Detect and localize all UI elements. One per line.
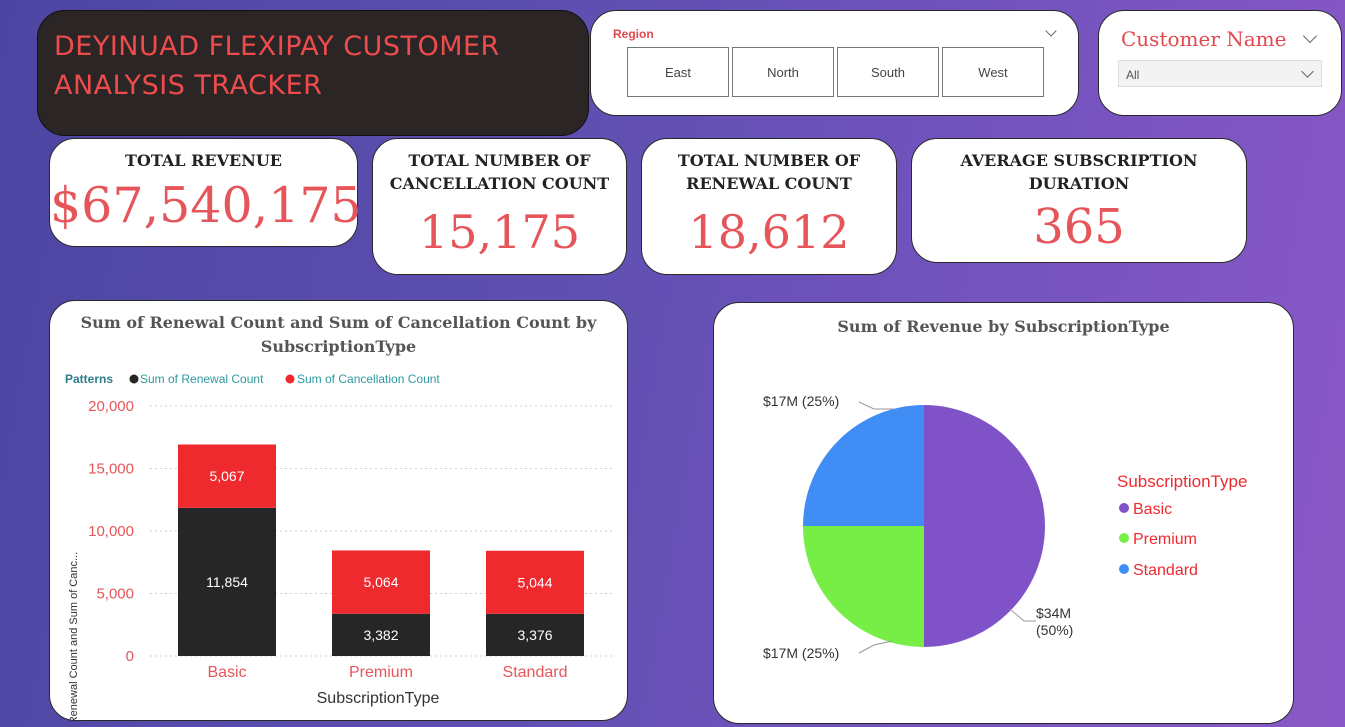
data-label: 5,044: [517, 574, 552, 590]
legend-title: Patterns: [65, 372, 113, 386]
pie-legend-label-basic[interactable]: Basic: [1133, 501, 1172, 518]
region-slicer: Region East North South West: [590, 10, 1079, 116]
x-tick-label: Basic: [207, 664, 246, 681]
title-banner: DEYINUAD FLEXIPAY CUSTOMER ANALYSIS TRAC…: [37, 10, 589, 136]
legend-label-renewal[interactable]: Sum of Renewal Count: [140, 372, 264, 386]
kpi-card-total-revenue: TOTAL REVENUE $67,540,175: [49, 138, 362, 247]
pie-slice-premium[interactable]: [803, 526, 924, 647]
legend-marker-renewal: [129, 374, 139, 384]
pie-legend-marker-premium: [1119, 533, 1129, 543]
kpi-value: 18,612: [688, 205, 850, 259]
bar-chart-card: Sum of Renewal Count and Sum of Cancella…: [49, 300, 628, 722]
chevron-down-icon: [1301, 65, 1314, 78]
chevron-down-icon[interactable]: [1045, 25, 1057, 37]
chevron-down-icon[interactable]: [1302, 28, 1318, 44]
pie-label-basic-percent: (50%): [1036, 622, 1073, 638]
region-option-east[interactable]: East: [627, 47, 729, 97]
pie-leader-line-basic: [1009, 608, 1036, 622]
region-option-north[interactable]: North: [732, 47, 834, 97]
pie-legend-label-standard[interactable]: Standard: [1133, 562, 1198, 579]
kpi-card-cancellation-count: TOTAL NUMBER OF CANCELLATION COUNT 15,17…: [372, 138, 627, 275]
y-tick-label: 15,000: [88, 461, 134, 478]
bar-chart: Patterns Sum of Renewal Count Sum of Can…: [65, 372, 612, 722]
pie-legend-marker-standard: [1119, 564, 1129, 574]
pie-slice-basic[interactable]: [924, 405, 1045, 647]
kpi-card-average-duration: AVERAGE SUBSCRIPTION DURATION 365: [911, 138, 1247, 263]
pie-label-standard: $17M (25%): [763, 393, 839, 409]
pie-label-basic-value: $34M: [1036, 605, 1071, 621]
x-tick-label: Standard: [503, 664, 568, 681]
pie-leader-line-standard: [858, 401, 894, 410]
bar-chart-title: Sum of Renewal Count and Sum of Cancella…: [80, 313, 597, 356]
bar-cancellation-standard[interactable]: [486, 550, 584, 614]
bar-cancellation-basic[interactable]: [178, 444, 276, 508]
y-tick-label: 10,000: [88, 523, 134, 540]
pie-leader-line-premium: [858, 640, 893, 654]
kpi-value: 15,175: [419, 205, 580, 259]
pie-slice-standard[interactable]: [803, 405, 924, 526]
y-tick-label: 5,000: [96, 586, 134, 603]
pie-chart-title: Sum of Revenue by SubscriptionType: [837, 317, 1170, 336]
pie-legend-label-premium[interactable]: Premium: [1133, 531, 1197, 548]
kpi-title: AVERAGE SUBSCRIPTION DURATION: [960, 151, 1198, 193]
bar-renewal-premium[interactable]: [332, 613, 430, 656]
bar-renewal-basic[interactable]: [178, 507, 276, 656]
customer-name-label: Customer Name: [1121, 27, 1287, 51]
region-label: Region: [613, 27, 654, 41]
bar-renewal-standard[interactable]: [486, 613, 584, 656]
kpi-title: TOTAL NUMBER OF CANCELLATION COUNT: [389, 151, 610, 193]
pie-chart-card: Sum of Revenue by SubscriptionType $17M …: [713, 302, 1294, 724]
region-buttons: East North South West: [627, 47, 1047, 97]
customer-slicer: Customer Name All: [1098, 10, 1342, 116]
region-option-south[interactable]: South: [837, 47, 939, 97]
y-tick-label: 0: [126, 648, 134, 665]
pie-chart: $17M (25%) $17M (25%) $34M (50%) Subscri…: [763, 393, 1247, 661]
data-label: 5,067: [209, 468, 244, 484]
page-title: DEYINUAD FLEXIPAY CUSTOMER ANALYSIS TRAC…: [54, 31, 500, 101]
y-tick-label: 20,000: [88, 398, 134, 415]
data-label: 3,382: [363, 627, 398, 643]
legend-marker-cancellation: [285, 374, 295, 384]
pie-legend-marker-basic: [1119, 503, 1129, 513]
customer-name-dropdown[interactable]: All: [1118, 60, 1322, 87]
data-label: 3,376: [517, 627, 552, 643]
x-tick-label: Premium: [349, 664, 413, 681]
data-label: 11,854: [206, 574, 248, 590]
pie-legend-title: SubscriptionType: [1117, 472, 1247, 491]
kpi-value: 365: [1033, 199, 1125, 255]
bar-cancellation-premium[interactable]: [332, 550, 430, 614]
pie-label-premium: $17M (25%): [763, 645, 839, 661]
kpi-title: TOTAL REVENUE: [125, 151, 282, 170]
y-axis-title: Sum of Renewal Count and Sum of Canc...: [68, 552, 80, 722]
customer-name-value: All: [1126, 68, 1140, 82]
kpi-value: $67,540,175: [50, 177, 362, 234]
kpi-title: TOTAL NUMBER OF RENEWAL COUNT: [677, 151, 861, 193]
x-axis-title: SubscriptionType: [317, 690, 440, 707]
data-label: 5,064: [363, 574, 398, 590]
kpi-card-renewal-count: TOTAL NUMBER OF RENEWAL COUNT 18,612: [641, 138, 897, 275]
region-option-west[interactable]: West: [942, 47, 1044, 97]
legend-label-cancellation[interactable]: Sum of Cancellation Count: [297, 372, 440, 386]
